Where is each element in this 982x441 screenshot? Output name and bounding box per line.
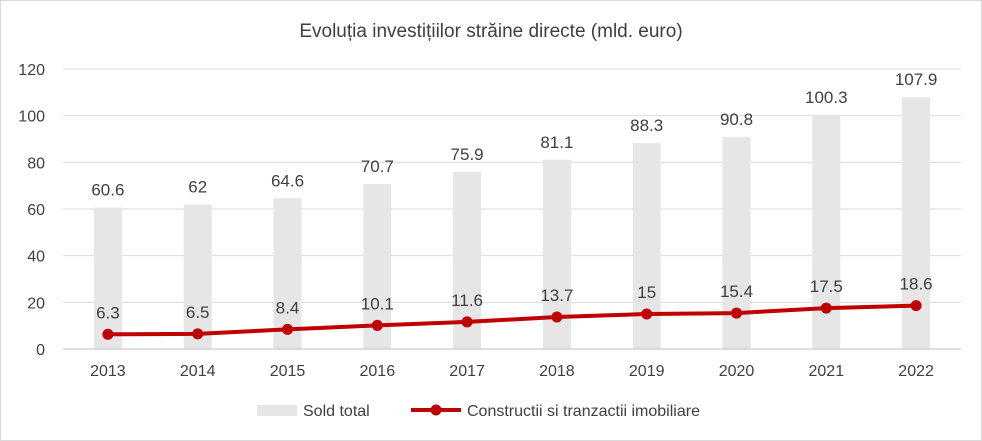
point-constructii bbox=[641, 308, 653, 320]
legend-label-sold-total: Sold total bbox=[303, 403, 370, 420]
x-tick-label: 2019 bbox=[629, 363, 665, 380]
point-constructii bbox=[282, 323, 293, 335]
bar-data-label: 75.9 bbox=[451, 145, 484, 164]
bar-data-label: 81.1 bbox=[540, 133, 573, 152]
x-tick-label: 2022 bbox=[898, 363, 934, 380]
y-tick-label: 100 bbox=[18, 109, 45, 126]
legend-marker-constructii bbox=[430, 404, 442, 416]
y-tick-label: 120 bbox=[18, 62, 45, 79]
point-constructii bbox=[731, 307, 742, 319]
x-tick-label: 2013 bbox=[90, 363, 126, 380]
legend-swatch-sold-total bbox=[257, 405, 297, 416]
x-tick-label: 2021 bbox=[809, 363, 845, 380]
line-data-label: 11.6 bbox=[451, 291, 483, 310]
bar-sold-total bbox=[902, 97, 931, 349]
gridlines bbox=[63, 68, 961, 303]
line-data-label: 18.6 bbox=[900, 275, 933, 294]
point-constructii bbox=[461, 316, 473, 328]
line-data-label: 15 bbox=[637, 283, 656, 302]
bar-data-label: 60.6 bbox=[91, 181, 124, 200]
y-tick-label: 80 bbox=[27, 155, 45, 172]
y-tick-label: 0 bbox=[36, 342, 45, 359]
line-data-label: 15.4 bbox=[720, 282, 753, 301]
bar-data-label: 90.8 bbox=[720, 110, 753, 129]
x-tick-label: 2020 bbox=[719, 363, 755, 380]
bar-data-label: 88.3 bbox=[630, 116, 663, 135]
line-series bbox=[102, 300, 922, 340]
point-constructii bbox=[371, 319, 383, 331]
y-tick-label: 60 bbox=[27, 202, 45, 219]
bar-data-label: 62 bbox=[188, 177, 207, 196]
bar-data-label: 70.7 bbox=[361, 157, 394, 176]
bar-sold-total bbox=[93, 207, 122, 349]
legend-label-constructii: Constructii si tranzactii imobiliare bbox=[467, 403, 700, 420]
bar-data-label: 100.3 bbox=[805, 88, 848, 107]
line-constructii bbox=[107, 303, 917, 337]
point-constructii bbox=[192, 328, 204, 340]
chart-title: Evoluția investițiilor străine directe (… bbox=[299, 21, 682, 42]
x-tick-label: 2016 bbox=[360, 363, 396, 380]
line-data-label: 6.5 bbox=[186, 303, 210, 322]
bar-sold-total bbox=[812, 114, 841, 349]
x-tick-label: 2014 bbox=[180, 363, 216, 380]
y-tick-label: 40 bbox=[27, 249, 45, 266]
line-data-label: 17.5 bbox=[810, 277, 843, 296]
point-constructii bbox=[820, 302, 832, 314]
legend: Sold total Constructii si tranzactii imo… bbox=[257, 403, 700, 420]
point-constructii bbox=[102, 328, 114, 340]
bar-data-label: 107.9 bbox=[895, 70, 938, 89]
data-labels: 60.6 62 64.6 70.7 75.9 81.1 88.3 90.8 100.3 107.9… bbox=[91, 70, 937, 322]
bar-sold-total bbox=[273, 198, 302, 349]
x-tick-label: 2018 bbox=[539, 363, 575, 380]
line-data-label: 10.1 bbox=[361, 294, 394, 313]
axes: 0 20 40 60 80 100 120 2013 2014 2015 2016 2017 2018 2… bbox=[18, 62, 961, 380]
line-data-label: 8.4 bbox=[276, 298, 300, 317]
line-data-label: 13.7 bbox=[540, 286, 573, 305]
bar-sold-total bbox=[183, 204, 212, 349]
y-tick-label: 20 bbox=[27, 295, 45, 312]
x-tick-label: 2017 bbox=[449, 363, 485, 380]
bar-data-label: 64.6 bbox=[271, 171, 304, 190]
line-data-label: 6.3 bbox=[96, 303, 120, 322]
point-constructii bbox=[910, 300, 922, 312]
point-constructii bbox=[551, 311, 563, 323]
x-tick-label: 2015 bbox=[270, 363, 306, 380]
